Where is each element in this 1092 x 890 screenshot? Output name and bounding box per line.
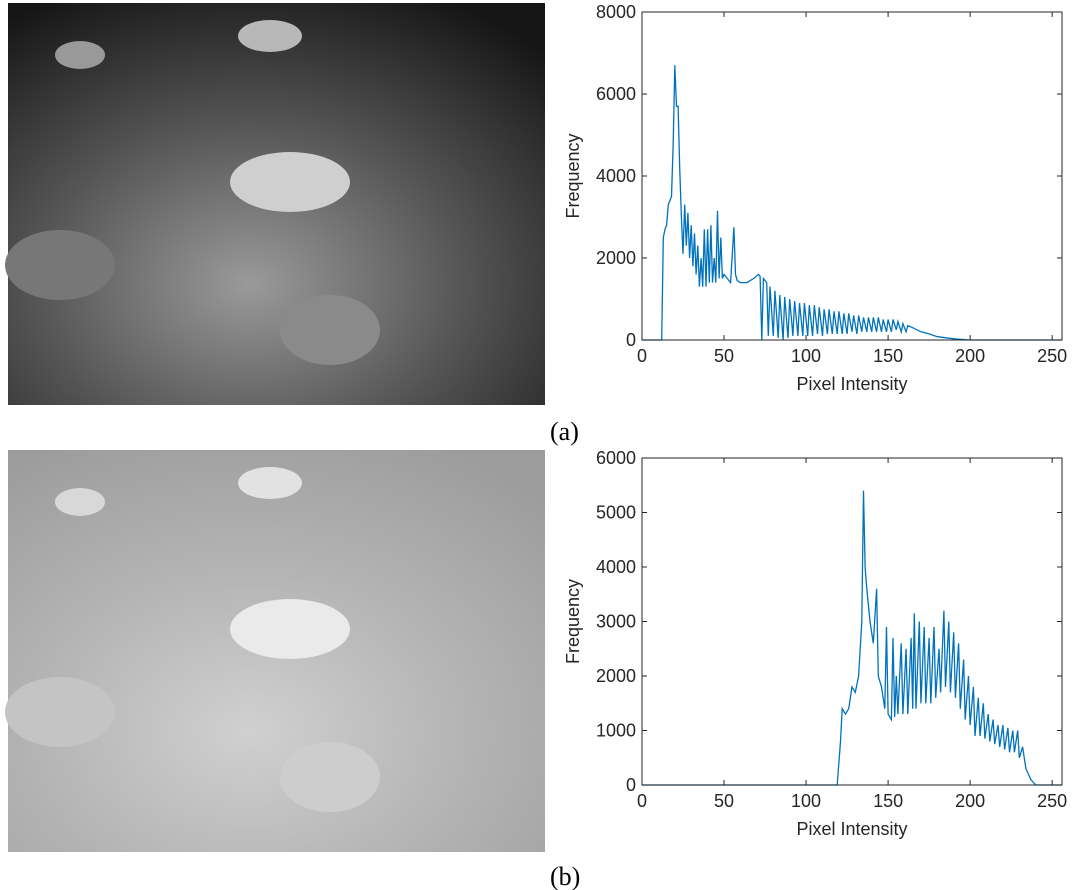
y-tick-label: 6000	[596, 448, 636, 468]
x-tick-label: 50	[714, 346, 734, 366]
caption: (a)	[550, 417, 579, 446]
x-tick-label: 250	[1037, 346, 1067, 366]
photo-a	[5, 3, 545, 405]
caption: (b)	[550, 862, 580, 890]
x-tick-label: 0	[637, 346, 647, 366]
y-tick-label: 4000	[596, 557, 636, 577]
y-tick-label: 3000	[596, 612, 636, 632]
x-tick-label: 0	[637, 791, 647, 811]
y-tick-label: 2000	[596, 248, 636, 268]
x-axis-label: Pixel Intensity	[796, 374, 907, 394]
x-axis-label: Pixel Intensity	[796, 819, 907, 839]
y-tick-label: 0	[626, 775, 636, 795]
y-tick-label: 2000	[596, 666, 636, 686]
y-axis-label: Frequency	[563, 133, 583, 218]
y-tick-label: 1000	[596, 721, 636, 741]
y-axis-label: Frequency	[563, 579, 583, 664]
y-tick-label: 5000	[596, 503, 636, 523]
x-tick-label: 150	[873, 346, 903, 366]
y-tick-label: 0	[626, 330, 636, 350]
x-tick-label: 200	[955, 346, 985, 366]
y-tick-label: 8000	[596, 2, 636, 22]
y-tick-label: 6000	[596, 84, 636, 104]
x-tick-label: 200	[955, 791, 985, 811]
y-tick-label: 4000	[596, 166, 636, 186]
x-tick-label: 150	[873, 791, 903, 811]
photo-b	[5, 450, 545, 852]
axes-box	[641, 11, 1063, 341]
x-tick-label: 100	[791, 346, 821, 366]
x-tick-label: 50	[714, 791, 734, 811]
histogram-line	[642, 65, 1062, 341]
histogram-line	[642, 490, 1062, 786]
x-tick-label: 100	[791, 791, 821, 811]
x-tick-label: 250	[1037, 791, 1067, 811]
